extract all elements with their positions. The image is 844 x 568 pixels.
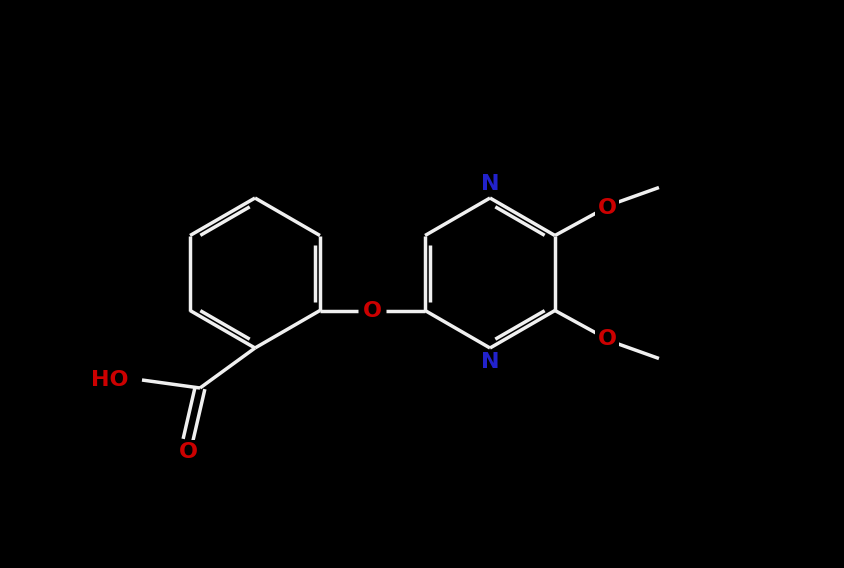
Text: O: O bbox=[363, 300, 382, 320]
Text: O: O bbox=[598, 328, 616, 349]
Text: O: O bbox=[178, 442, 197, 462]
Text: N: N bbox=[481, 174, 500, 194]
Text: O: O bbox=[598, 198, 616, 218]
Text: HO: HO bbox=[91, 370, 129, 390]
Text: N: N bbox=[481, 352, 500, 372]
